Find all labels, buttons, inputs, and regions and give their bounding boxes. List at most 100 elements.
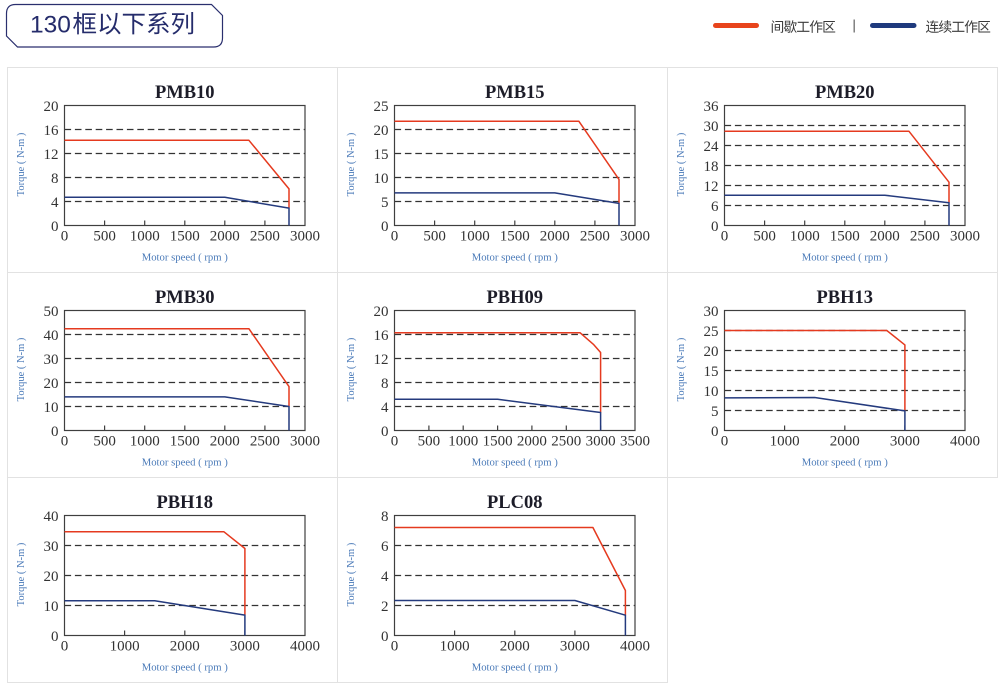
svg-text:8: 8 <box>381 509 389 525</box>
svg-text:Torque ( N-m ): Torque ( N-m ) <box>16 542 27 606</box>
svg-text:6: 6 <box>381 539 389 555</box>
svg-text:15: 15 <box>374 147 389 163</box>
svg-text:20: 20 <box>44 569 59 585</box>
svg-text:Torque ( N-m ): Torque ( N-m ) <box>16 132 27 196</box>
svg-text:3500: 3500 <box>620 434 650 450</box>
svg-text:1000: 1000 <box>790 229 820 245</box>
svg-text:Motor speed ( rpm ): Motor speed ( rpm ) <box>472 252 559 264</box>
svg-text:PMB10: PMB10 <box>155 83 215 103</box>
svg-text:0: 0 <box>61 434 69 450</box>
svg-text:Torque ( N-m ): Torque ( N-m ) <box>346 542 357 606</box>
svg-text:Torque ( N-m ): Torque ( N-m ) <box>676 132 687 196</box>
svg-text:40: 40 <box>44 328 59 344</box>
svg-text:20: 20 <box>704 344 719 360</box>
svg-text:2500: 2500 <box>551 434 581 450</box>
svg-text:Motor speed ( rpm ): Motor speed ( rpm ) <box>142 457 229 469</box>
svg-text:2000: 2000 <box>210 229 240 245</box>
svg-text:2500: 2500 <box>580 229 610 245</box>
svg-text:10: 10 <box>704 384 719 400</box>
svg-text:24: 24 <box>704 139 720 155</box>
svg-text:0: 0 <box>391 434 399 450</box>
svg-text:12: 12 <box>704 179 719 195</box>
svg-text:4: 4 <box>51 195 59 211</box>
svg-text:50: 50 <box>44 304 59 320</box>
svg-text:Motor speed ( rpm ): Motor speed ( rpm ) <box>142 252 229 264</box>
svg-text:PBH13: PBH13 <box>816 288 873 308</box>
svg-text:4: 4 <box>381 400 389 416</box>
svg-text:2000: 2000 <box>870 229 900 245</box>
svg-text:3000: 3000 <box>890 434 920 450</box>
svg-text:Motor speed ( rpm ): Motor speed ( rpm ) <box>472 662 559 674</box>
svg-text:10: 10 <box>44 599 59 615</box>
svg-text:Torque ( N-m ): Torque ( N-m ) <box>676 337 687 401</box>
svg-text:3000: 3000 <box>586 434 616 450</box>
svg-text:2500: 2500 <box>250 434 280 450</box>
svg-text:1000: 1000 <box>770 434 800 450</box>
svg-text:0: 0 <box>711 424 719 440</box>
svg-text:1000: 1000 <box>110 639 140 655</box>
svg-text:Torque ( N-m ): Torque ( N-m ) <box>16 337 27 401</box>
svg-text:3000: 3000 <box>290 434 320 450</box>
svg-text:40: 40 <box>44 509 59 525</box>
svg-text:Motor speed ( rpm ): Motor speed ( rpm ) <box>802 457 889 469</box>
svg-text:500: 500 <box>753 229 776 245</box>
svg-text:Torque ( N-m ): Torque ( N-m ) <box>346 132 357 196</box>
svg-text:0: 0 <box>381 219 389 235</box>
svg-text:2500: 2500 <box>250 229 280 245</box>
svg-text:PLC08: PLC08 <box>487 493 543 513</box>
svg-text:1500: 1500 <box>170 434 200 450</box>
svg-text:20: 20 <box>374 123 389 139</box>
svg-text:5: 5 <box>381 195 389 211</box>
svg-text:16: 16 <box>374 328 390 344</box>
svg-text:2000: 2000 <box>540 229 570 245</box>
svg-text:4: 4 <box>381 569 389 585</box>
svg-text:0: 0 <box>711 219 719 235</box>
svg-text:10: 10 <box>374 171 389 187</box>
svg-text:PBH18: PBH18 <box>156 493 213 513</box>
svg-text:0: 0 <box>721 434 729 450</box>
svg-text:500: 500 <box>93 229 116 245</box>
svg-text:12: 12 <box>44 147 59 163</box>
svg-text:1000: 1000 <box>130 434 160 450</box>
svg-text:500: 500 <box>418 434 441 450</box>
svg-text:2500: 2500 <box>910 229 940 245</box>
svg-text:3000: 3000 <box>290 229 320 245</box>
svg-text:18: 18 <box>704 159 719 175</box>
svg-text:Motor speed ( rpm ): Motor speed ( rpm ) <box>472 457 559 469</box>
svg-text:30: 30 <box>44 352 59 368</box>
svg-text:1000: 1000 <box>460 229 490 245</box>
svg-text:2: 2 <box>381 599 389 615</box>
svg-text:0: 0 <box>721 229 729 245</box>
svg-text:1000: 1000 <box>440 639 470 655</box>
svg-text:0: 0 <box>61 639 69 655</box>
svg-text:15: 15 <box>704 364 719 380</box>
svg-text:8: 8 <box>51 171 59 187</box>
svg-text:2000: 2000 <box>517 434 547 450</box>
svg-text:25: 25 <box>374 99 389 115</box>
svg-text:500: 500 <box>93 434 116 450</box>
svg-text:0: 0 <box>51 219 59 235</box>
svg-text:3000: 3000 <box>230 639 260 655</box>
svg-text:0: 0 <box>381 424 389 440</box>
svg-text:0: 0 <box>391 639 399 655</box>
svg-text:1500: 1500 <box>170 229 200 245</box>
svg-text:6: 6 <box>711 199 719 215</box>
svg-text:1500: 1500 <box>500 229 530 245</box>
svg-text:1000: 1000 <box>130 229 160 245</box>
svg-text:10: 10 <box>44 400 59 416</box>
svg-text:30: 30 <box>704 304 719 320</box>
svg-text:0: 0 <box>61 229 69 245</box>
svg-text:12: 12 <box>374 352 389 368</box>
svg-text:3000: 3000 <box>950 229 980 245</box>
svg-text:1000: 1000 <box>448 434 478 450</box>
svg-text:130: 130 <box>30 12 71 39</box>
svg-text:0: 0 <box>381 629 389 645</box>
svg-text:8: 8 <box>381 376 389 392</box>
svg-text:16: 16 <box>44 123 60 139</box>
svg-text:PMB15: PMB15 <box>485 83 545 103</box>
svg-text:25: 25 <box>704 324 719 340</box>
svg-text:500: 500 <box>423 229 446 245</box>
svg-text:1500: 1500 <box>830 229 860 245</box>
svg-text:0: 0 <box>391 229 399 245</box>
svg-text:0: 0 <box>51 424 59 440</box>
